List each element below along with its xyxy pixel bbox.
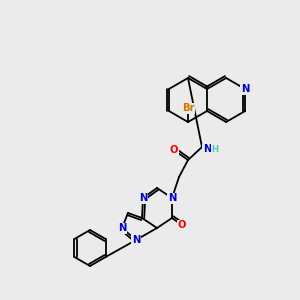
Text: N: N	[168, 193, 176, 203]
Text: H: H	[212, 145, 219, 154]
Text: Br: Br	[182, 103, 194, 113]
Text: N: N	[132, 235, 140, 245]
Text: N: N	[203, 144, 211, 154]
Text: N: N	[139, 193, 147, 203]
Text: N: N	[241, 84, 249, 94]
Text: N: N	[118, 223, 126, 233]
Text: O: O	[170, 145, 178, 155]
Text: O: O	[178, 220, 186, 230]
